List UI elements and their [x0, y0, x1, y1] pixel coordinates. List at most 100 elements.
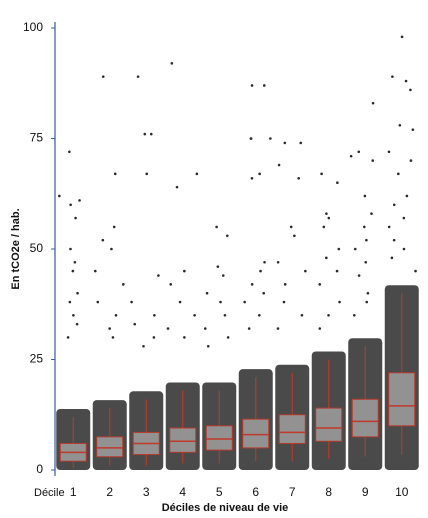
outlier [335, 269, 339, 273]
outlier [258, 314, 261, 317]
outlier [299, 141, 303, 145]
outlier [136, 75, 140, 78]
outlier [364, 260, 368, 264]
outlier [397, 172, 400, 176]
outlier [72, 314, 75, 317]
outlier [325, 256, 328, 260]
outlier [411, 128, 415, 131]
outlier [349, 154, 353, 158]
outlier [223, 314, 227, 317]
outlier [69, 203, 72, 207]
outlier [365, 238, 368, 242]
outlier [289, 225, 293, 229]
outlier [404, 79, 408, 83]
outlier [363, 194, 367, 198]
outlier [390, 256, 394, 260]
outlier [114, 314, 118, 317]
outlier [366, 291, 370, 295]
outlier [78, 199, 81, 202]
outlier [357, 274, 361, 277]
outlier [269, 137, 272, 140]
outlier [304, 269, 307, 273]
outlier [262, 84, 266, 87]
x-tick-label: 4 [179, 485, 186, 499]
outlier [409, 159, 413, 162]
x-tick-label: 7 [289, 485, 296, 499]
outlier [250, 84, 254, 87]
box [242, 418, 270, 449]
outlier [142, 344, 145, 348]
outlier [152, 336, 156, 339]
outlier [370, 212, 373, 215]
outlier [247, 327, 251, 330]
outlier [130, 300, 133, 304]
outlier [276, 260, 280, 264]
outlier [215, 225, 218, 229]
outlier [327, 314, 330, 317]
outlier [243, 300, 246, 304]
x-tick-label: 8 [325, 485, 332, 499]
outlier [371, 159, 375, 162]
box [169, 427, 197, 453]
outlier [110, 247, 113, 251]
outlier [352, 314, 356, 317]
outlier [203, 327, 207, 330]
outlier [193, 314, 196, 317]
outlier [205, 291, 209, 295]
x-prefix: Décile [34, 487, 65, 499]
outlier [398, 123, 402, 127]
x-tick-label: 1 [70, 485, 77, 499]
outlier [71, 269, 75, 273]
outlier [338, 300, 341, 304]
outlier [76, 291, 79, 295]
outlier [175, 185, 179, 189]
outlier [282, 300, 286, 304]
y-axis-title: En tCO2e / hab. [10, 208, 22, 289]
x-tick-label: 10 [395, 485, 409, 499]
box [96, 436, 124, 458]
outlier [300, 314, 304, 317]
outlier [66, 336, 70, 339]
outlier [74, 216, 77, 220]
outlier [206, 344, 210, 348]
outlier [263, 260, 266, 264]
outlier [122, 283, 125, 286]
x-tick-label: 9 [362, 485, 369, 499]
outlier [250, 283, 254, 286]
outlier [387, 150, 391, 154]
outlier [250, 176, 254, 180]
outlier [320, 172, 323, 176]
outlier [183, 336, 186, 339]
outlier [226, 336, 230, 339]
outlier [353, 247, 357, 251]
outlier [402, 247, 406, 251]
y-tick-label: 100 [23, 20, 43, 34]
y-tick-label: 0 [36, 462, 43, 476]
outlier [216, 265, 220, 268]
outlier [283, 141, 287, 145]
outlier [322, 225, 326, 229]
x-axis-title: Déciles de niveau de vie [162, 502, 289, 514]
outlier [318, 283, 322, 286]
outlier [387, 225, 391, 229]
box [205, 425, 233, 451]
outlier [337, 247, 341, 251]
outlier [111, 336, 115, 339]
outlier [113, 172, 117, 176]
outlier [58, 194, 61, 198]
outlier [112, 225, 116, 229]
outlier [391, 75, 394, 78]
outlier [195, 172, 199, 176]
x-tick-label: 6 [252, 485, 259, 499]
outlier [143, 132, 147, 136]
outlier [400, 35, 404, 39]
outlier [327, 216, 331, 220]
outlier [276, 327, 280, 330]
box [351, 398, 379, 438]
outlier [157, 274, 160, 277]
outlier [297, 176, 300, 180]
outlier [101, 238, 105, 242]
outlier [371, 101, 375, 105]
outlier [73, 260, 77, 264]
